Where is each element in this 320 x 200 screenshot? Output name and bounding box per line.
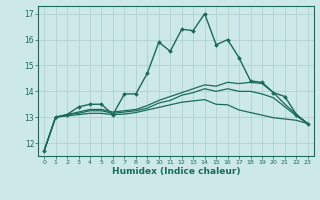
X-axis label: Humidex (Indice chaleur): Humidex (Indice chaleur) (112, 167, 240, 176)
